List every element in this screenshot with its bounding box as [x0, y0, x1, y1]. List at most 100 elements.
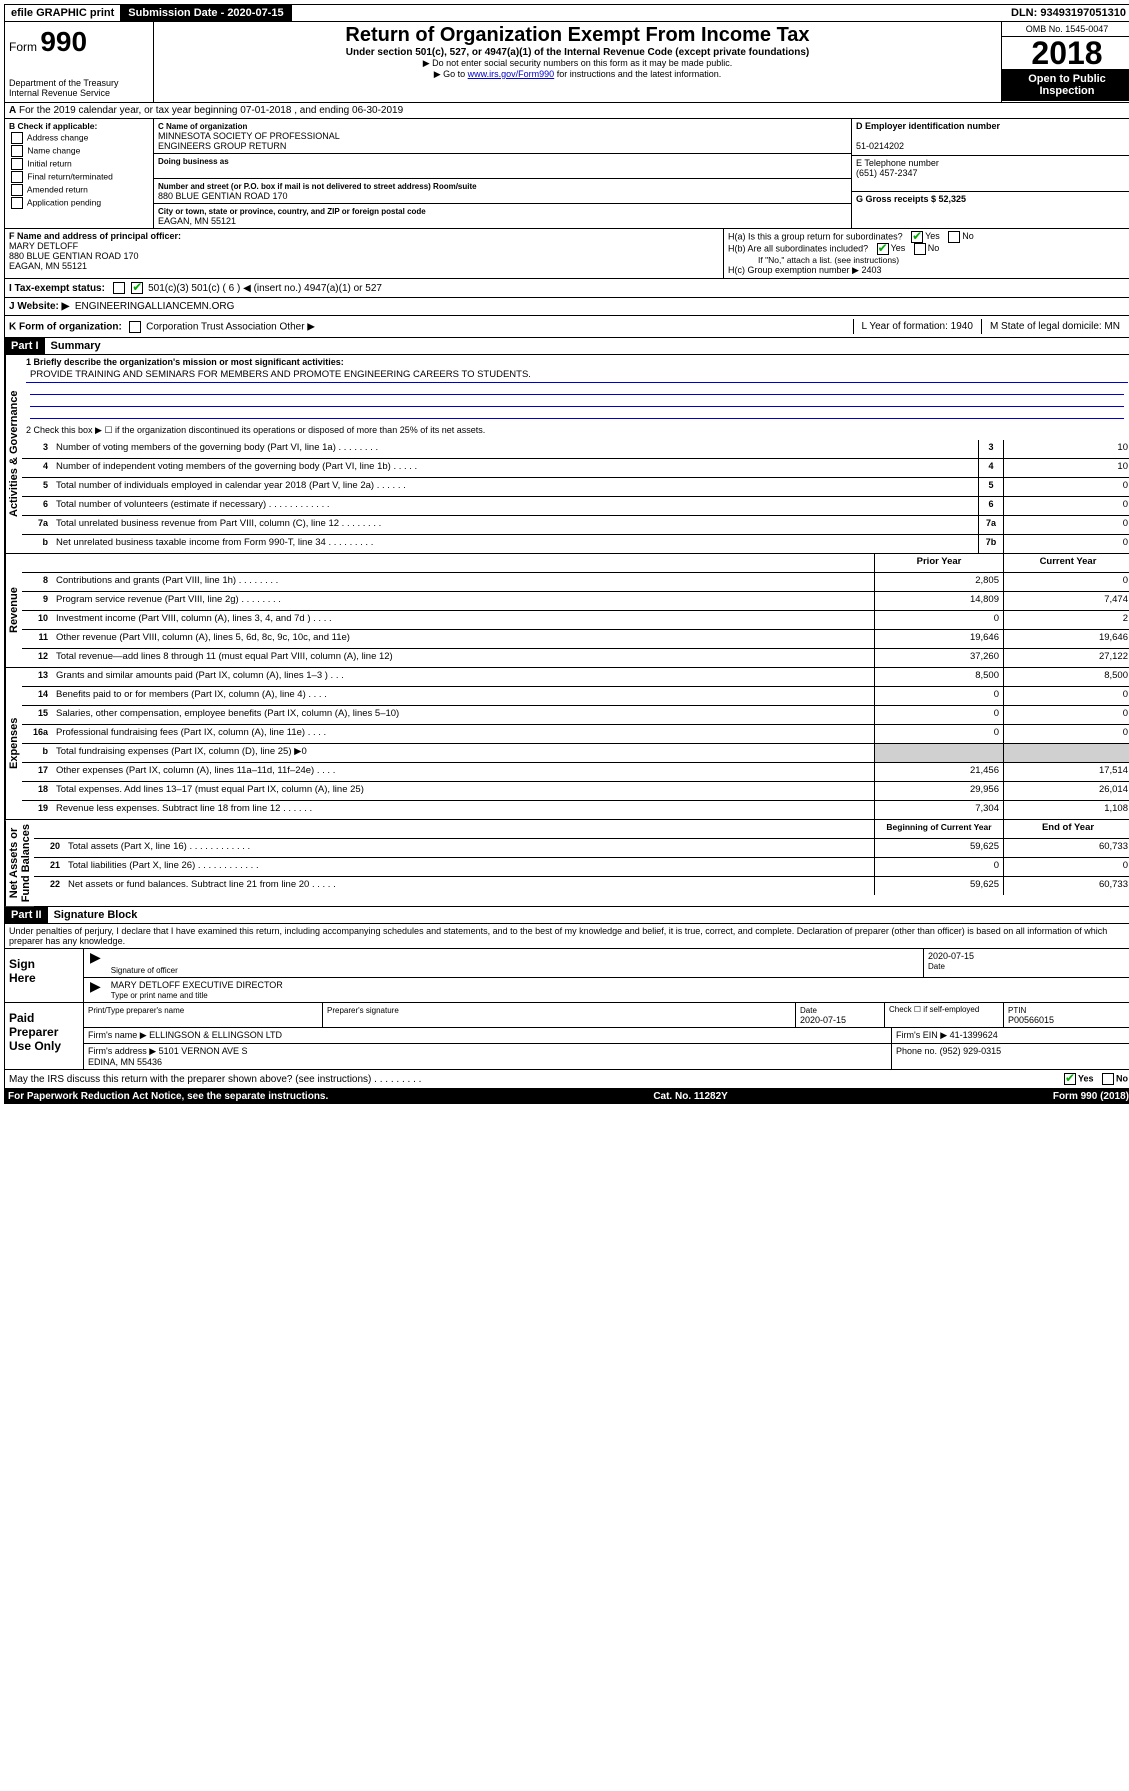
hb-no[interactable] [914, 243, 926, 255]
curr-val: 0 [1003, 725, 1129, 743]
part-ii-title: Signature Block [48, 907, 144, 923]
side-expenses: Expenses [5, 668, 22, 819]
line-desc: Other revenue (Part VIII, column (A), li… [52, 630, 874, 648]
prior-val: 2,805 [874, 573, 1003, 591]
perjury-declaration: Under penalties of perjury, I declare th… [4, 924, 1129, 949]
line-num: 10 [22, 611, 52, 629]
form-label: Form [9, 40, 37, 54]
line-desc: Total unrelated business revenue from Pa… [52, 516, 978, 534]
curr-val: 8,500 [1003, 668, 1129, 686]
dln: DLN: 93493197051310 [1005, 5, 1129, 21]
curr-year-hdr: Current Year [1003, 554, 1129, 572]
line-box: 6 [978, 497, 1003, 515]
org-name: MINNESOTA SOCIETY OF PROFESSIONAL ENGINE… [158, 131, 340, 151]
tax-year: 2018 [1002, 37, 1129, 69]
line-desc: Professional fundraising fees (Part IX, … [52, 725, 874, 743]
dept-label: Department of the Treasury Internal Reve… [9, 78, 149, 98]
summary-balances: Net Assets or Fund Balances Beginning of… [4, 820, 1129, 907]
f-lbl: F Name and address of principal officer: [9, 231, 181, 241]
line-val: 0 [1003, 535, 1129, 553]
prior-val: 0 [874, 706, 1003, 724]
summary-expenses: Expenses 13Grants and similar amounts pa… [4, 668, 1129, 820]
discuss-yes[interactable] [1064, 1073, 1076, 1085]
line-num: 9 [22, 592, 52, 610]
chk-501c3[interactable] [113, 282, 125, 294]
row-a-tax-year: A For the 2019 calendar year, or tax yea… [4, 103, 1129, 119]
line-num: 18 [22, 782, 52, 800]
row-k-form-org: K Form of organization: Corporation Trus… [4, 316, 1129, 338]
submission-date-btn[interactable]: Submission Date - 2020-07-15 [120, 5, 291, 21]
line-desc: Total assets (Part X, line 16) . . . . .… [64, 839, 874, 857]
paid-preparer-section: Paid Preparer Use Only Print/Type prepar… [4, 1003, 1129, 1070]
line-num: b [22, 535, 52, 553]
top-bar: efile GRAPHIC print Submission Date - 20… [4, 4, 1129, 22]
discuss-row: May the IRS discuss this return with the… [4, 1070, 1129, 1089]
col-b-checkboxes: B Check if applicable: Address change Na… [5, 119, 154, 228]
l-year-formation: L Year of formation: 1940 [853, 319, 981, 334]
line-desc: Revenue less expenses. Subtract line 18 … [52, 801, 874, 819]
m-state-domicile: M State of legal domicile: MN [981, 319, 1128, 334]
curr-val: 0 [1003, 706, 1129, 724]
chk-name-change[interactable]: Name change [9, 145, 149, 157]
hb-yes[interactable] [877, 243, 889, 255]
ptin-val: P00566015 [1008, 1015, 1054, 1025]
line-num: 8 [22, 573, 52, 591]
street-address: 880 BLUE GENTIAN ROAD 170 [158, 191, 288, 201]
i-lbl: I Tax-exempt status: [9, 283, 105, 294]
efile-label[interactable]: efile GRAPHIC print [5, 5, 120, 21]
irs-link[interactable]: www.irs.gov/Form990 [468, 69, 555, 79]
line-box: 4 [978, 459, 1003, 477]
firm-name-val: ELLINGSON & ELLINGSON LTD [149, 1030, 282, 1040]
section-f-h: F Name and address of principal officer:… [4, 229, 1129, 279]
ha-no[interactable] [948, 231, 960, 243]
prep-check-lbl: Check ☐ if self-employed [885, 1003, 1004, 1027]
line-num: 7a [22, 516, 52, 534]
line-desc: Number of independent voting members of … [52, 459, 978, 477]
d-ein-lbl: D Employer identification number [856, 121, 1000, 131]
firm-phone-val: (952) 929-0315 [940, 1046, 1002, 1056]
line-desc: Total number of individuals employed in … [52, 478, 978, 496]
g-gross-receipts: G Gross receipts $ 52,325 [856, 194, 966, 204]
prep-name-lbl: Print/Type preparer's name [88, 1006, 184, 1015]
side-revenue: Revenue [5, 554, 22, 667]
side-balances: Net Assets or Fund Balances [5, 820, 34, 906]
mission-text: PROVIDE TRAINING AND SEMINARS FOR MEMBER… [26, 367, 1128, 383]
line-desc: Contributions and grants (Part VIII, lin… [52, 573, 874, 591]
open-public: Open to Public Inspection [1002, 69, 1129, 101]
chk-501c[interactable] [131, 282, 143, 294]
firm-phone-lbl: Phone no. [896, 1046, 937, 1056]
line-num: 15 [22, 706, 52, 724]
chk-initial-return[interactable]: Initial return [9, 158, 149, 170]
ha-yes[interactable] [911, 231, 923, 243]
firm-ein-val: 41-1399624 [950, 1030, 998, 1040]
row-j-website: J Website: ▶ ENGINEERINGALLIANCEMN.ORG [4, 298, 1129, 316]
website-value: ENGINEERINGALLIANCEMN.ORG [75, 301, 234, 312]
discuss-text: May the IRS discuss this return with the… [9, 1074, 421, 1085]
line2-text: 2 Check this box ▶ ☐ if the organization… [22, 421, 1129, 440]
prior-val [874, 744, 1003, 762]
line-desc: Other expenses (Part IX, column (A), lin… [52, 763, 874, 781]
line-num: 17 [22, 763, 52, 781]
paid-preparer-label: Paid Preparer Use Only [5, 1003, 84, 1069]
line-val: 10 [1003, 440, 1129, 458]
chk-address-change[interactable]: Address change [9, 132, 149, 144]
end-val: 0 [1003, 858, 1129, 876]
e-phone-lbl: E Telephone number [856, 158, 939, 168]
chk-amended[interactable]: Amended return [9, 184, 149, 196]
cat-no: Cat. No. 11282Y [653, 1091, 727, 1102]
note2-pre: ▶ Go to [434, 69, 468, 79]
line-num: 11 [22, 630, 52, 648]
line-val: 10 [1003, 459, 1129, 477]
line-desc: Number of voting members of the governin… [52, 440, 978, 458]
beg-val: 59,625 [874, 839, 1003, 857]
phone-value: (651) 457-2347 [856, 168, 918, 178]
dba-lbl: Doing business as [158, 157, 229, 166]
discuss-no[interactable] [1102, 1073, 1114, 1085]
chk-final-return[interactable]: Final return/terminated [9, 171, 149, 183]
line-val: 0 [1003, 497, 1129, 515]
c-name-lbl: C Name of organization [158, 122, 247, 131]
j-lbl: J Website: ▶ [9, 301, 69, 312]
line-num: 19 [22, 801, 52, 819]
chk-application-pending[interactable]: Application pending [9, 197, 149, 209]
hb-text: H(b) Are all subordinates included? [728, 243, 868, 253]
